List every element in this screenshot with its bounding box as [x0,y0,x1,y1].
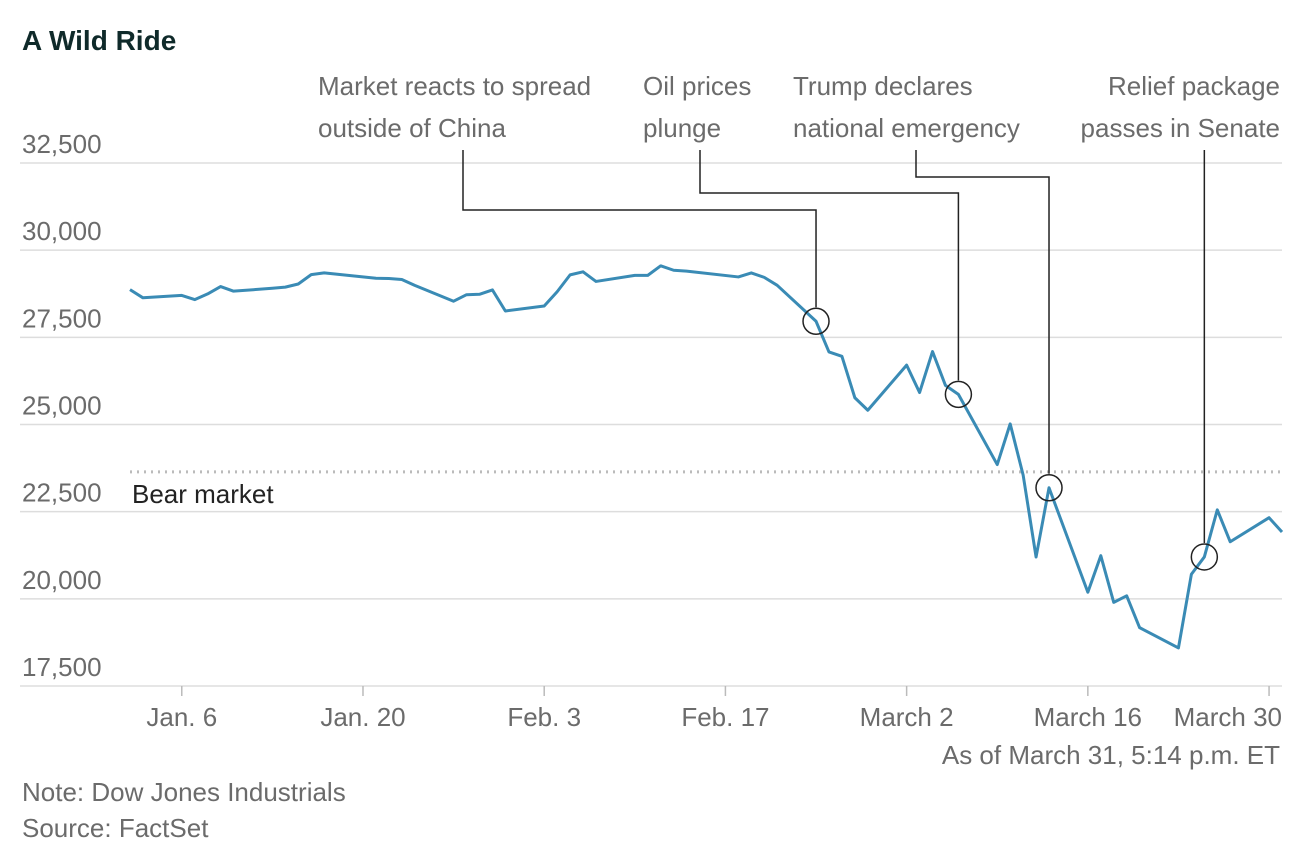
annotation-marker [802,307,830,336]
annotation-leader [699,150,960,381]
x-tick-label: Feb. 17 [681,702,769,732]
annotation-text: Trump declares [793,71,973,101]
y-tick-label: 22,500 [22,478,102,508]
annotation-text: Relief package [1108,71,1280,101]
annotation-leader [915,150,1050,474]
annotation-text: plunge [643,113,721,143]
line [129,264,1284,650]
source: Source: FactSet [22,813,209,843]
annotation-text: Market reacts to spread [318,71,591,101]
y-tick-label: 25,000 [22,391,102,421]
x-tick-label: Jan. 6 [146,702,217,732]
x-tick-label: March 16 [1034,702,1142,732]
annotation-text: Oil prices [643,71,751,101]
annotation-text: outside of China [318,113,506,143]
reference-label: Bear market [132,479,274,509]
x-tick-label: March 2 [860,702,954,732]
annotation-text: passes in Senate [1081,113,1280,143]
annotation-marker [944,380,973,409]
y-tick-label: 30,000 [22,216,102,246]
x-tick-label: March 30 [1174,702,1282,732]
y-tick-label: 32,500 [22,129,102,159]
annotation-marker [1190,543,1219,571]
timestamp: As of March 31, 5:14 p.m. ET [942,740,1280,770]
x-tick-label: Jan. 20 [320,702,405,732]
chart-title: A Wild Ride [22,25,176,56]
x-tick-label: Feb. 3 [507,702,581,732]
y-tick-label: 27,500 [22,303,102,333]
annotation-text: national emergency [793,113,1020,143]
annotation-marker [1035,473,1063,502]
y-tick-label: 20,000 [22,565,102,595]
annotation-leader [462,150,817,308]
note: Note: Dow Jones Industrials [22,777,346,807]
y-tick-label: 17,500 [22,652,102,682]
